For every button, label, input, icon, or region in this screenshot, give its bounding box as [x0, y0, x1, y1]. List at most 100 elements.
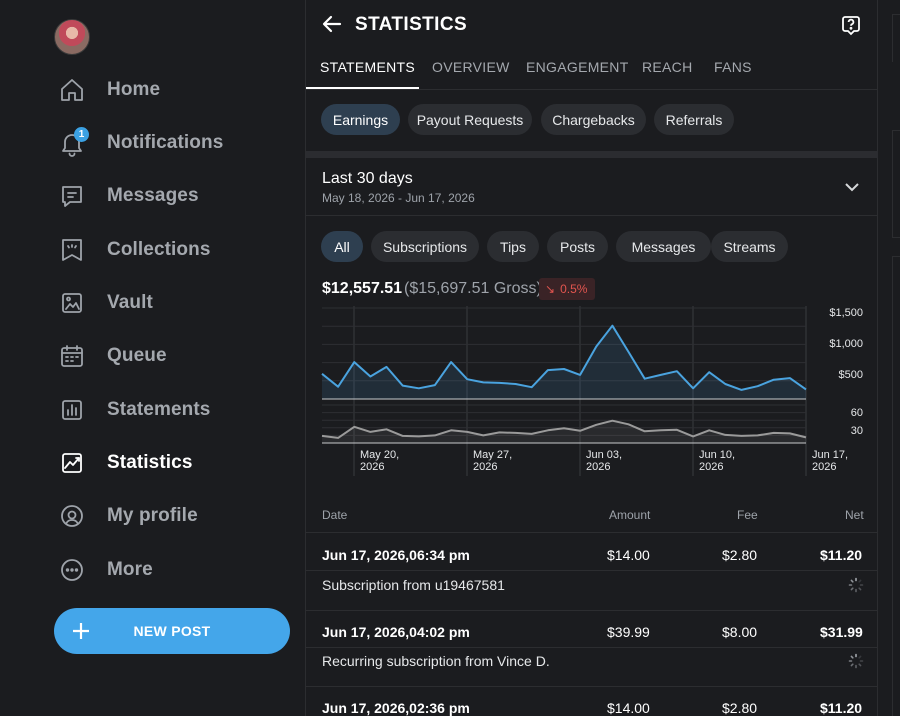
table-row[interactable]: Jun 17, 2026,06:34 pm $14.00 $2.80 $11.2… — [306, 533, 879, 571]
sidebar-item-label: Statistics — [107, 452, 193, 473]
calendar-icon — [56, 340, 88, 372]
header-fee: Fee — [737, 508, 758, 522]
help-button[interactable] — [840, 14, 862, 36]
header: STATISTICS — [306, 0, 879, 52]
change-badge: ↘ 0.5% — [539, 278, 596, 300]
x-tick-label: May 20, — [360, 449, 399, 461]
pending-spinner-icon — [848, 577, 864, 593]
vault-icon — [56, 287, 88, 319]
arrow-left-icon — [322, 15, 342, 33]
count-area — [322, 420, 806, 443]
row-amount: $39.99 — [607, 624, 650, 640]
sidebar-item-messages[interactable]: Messages — [56, 178, 286, 214]
change-value: 0.5% — [560, 282, 588, 296]
avatar[interactable] — [54, 19, 90, 55]
y-tick-label: $500 — [839, 369, 863, 381]
statistics-tabs: STATEMENTS OVERVIEW ENGAGEMENT REACH FAN… — [306, 52, 879, 90]
gross-total: ($15,697.51 Gross) — [404, 280, 542, 297]
sidebar-item-label: Statements — [107, 399, 211, 420]
row-fee: $2.80 — [722, 700, 758, 716]
header-date: Date — [322, 508, 348, 522]
sidebar-item-label: Collections — [107, 239, 211, 260]
message-icon — [56, 180, 88, 212]
y-tick-label: $1,500 — [829, 307, 863, 319]
row-fee: $8.00 — [722, 624, 758, 640]
sidebar-item-label: Queue — [107, 345, 167, 366]
period-selector[interactable]: Last 30 days May 18, 2026 - Jun 17, 2026 — [306, 158, 879, 216]
category-posts[interactable]: Posts — [547, 231, 608, 262]
sidebar-item-my-profile[interactable]: My profile — [56, 498, 286, 534]
table-row[interactable]: Jun 17, 2026,02:36 pm $14.00 $2.80 $11.2… — [306, 686, 879, 716]
row-date: Jun 17, 2026,04:02 pm — [322, 624, 470, 640]
sidebar-item-label: More — [107, 559, 153, 580]
sidebar-item-label: Messages — [107, 185, 199, 206]
sidebar-item-home[interactable]: Home — [56, 72, 286, 108]
row-amount: $14.00 — [607, 700, 650, 716]
period-title: Last 30 days — [322, 170, 413, 187]
x-tick-label: May 27, — [473, 449, 512, 461]
tab-statements[interactable]: STATEMENTS — [320, 59, 416, 75]
category-subscriptions[interactable]: Subscriptions — [371, 231, 479, 262]
plus-icon — [68, 618, 94, 644]
tab-reach[interactable]: REACH — [642, 59, 693, 75]
x-tick-label: 2026 — [360, 461, 384, 473]
bell-icon: 1 — [56, 127, 89, 159]
filter-payout-requests[interactable]: Payout Requests — [408, 104, 532, 135]
y-tick-label: 30 — [851, 425, 863, 437]
row-date: Jun 17, 2026,06:34 pm — [322, 547, 470, 563]
row-amount: $14.00 — [607, 547, 650, 563]
tab-overview[interactable]: OVERVIEW — [432, 59, 510, 75]
help-icon — [842, 16, 860, 36]
sidebar-item-statements[interactable]: Statements — [56, 392, 286, 428]
x-tick-label: 2026 — [699, 461, 723, 473]
filter-chargebacks[interactable]: Chargebacks — [541, 104, 646, 135]
filter-earnings[interactable]: Earnings — [321, 104, 400, 135]
statements-icon — [56, 394, 88, 426]
new-post-button[interactable]: NEW POST — [54, 608, 290, 654]
category-tips[interactable]: Tips — [487, 231, 539, 262]
sidebar-item-collections[interactable]: Collections — [56, 232, 286, 268]
tab-engagement[interactable]: ENGAGEMENT — [526, 59, 629, 75]
row-date: Jun 17, 2026,02:36 pm — [322, 700, 470, 716]
right-panel-edge — [878, 0, 900, 716]
sidebar-item-statistics[interactable]: Statistics — [56, 445, 286, 481]
sidebar-item-notifications[interactable]: 1 Notifications — [56, 125, 286, 161]
y-tick-label: $1,000 — [829, 338, 863, 350]
x-tick-label: 2026 — [586, 461, 610, 473]
back-button[interactable] — [320, 12, 346, 38]
x-tick-label: Jun 17, — [812, 449, 848, 461]
page-title: STATISTICS — [355, 14, 468, 35]
tab-fans[interactable]: FANS — [714, 59, 752, 75]
notification-badge: 1 — [74, 127, 89, 142]
section-divider — [306, 151, 879, 158]
main-panel: STATISTICS STATEMENTS OVERVIEW ENGAGEMEN… — [305, 0, 879, 716]
active-tab-indicator — [306, 87, 419, 89]
table-row-detail: Recurring subscription from Vince D. — [306, 647, 879, 687]
chevron-down-icon — [844, 179, 860, 195]
sidebar-item-label: Vault — [107, 292, 153, 313]
sidebar-item-label: Home — [107, 79, 161, 100]
row-description: Subscription from u19467581 — [322, 577, 505, 593]
sidebar-item-queue[interactable]: Queue — [56, 338, 286, 374]
row-net: $11.20 — [820, 700, 863, 716]
table-row-detail: Subscription from u19467581 — [306, 571, 879, 611]
sidebar-item-vault[interactable]: Vault — [56, 285, 286, 321]
sidebar-item-label: My profile — [107, 505, 198, 526]
amount-line — [321, 324, 807, 391]
row-net: $11.20 — [820, 547, 863, 563]
period-range: May 18, 2026 - Jun 17, 2026 — [322, 191, 475, 205]
profile-icon — [56, 500, 88, 532]
sidebar-item-more[interactable]: More — [56, 552, 286, 588]
row-description: Recurring subscription from Vince D. — [322, 653, 550, 669]
category-all[interactable]: All — [321, 231, 363, 262]
statistics-icon — [56, 447, 88, 479]
count-line — [321, 419, 807, 439]
filter-referrals[interactable]: Referrals — [654, 104, 734, 135]
category-streams[interactable]: Streams — [711, 231, 788, 262]
header-net: Net — [845, 508, 864, 522]
home-icon — [56, 74, 88, 106]
table-header: Date Amount Fee Net — [306, 505, 879, 533]
x-tick-label: 2026 — [812, 461, 836, 473]
category-messages[interactable]: Messages — [616, 231, 711, 262]
table-row[interactable]: Jun 17, 2026,04:02 pm $39.99 $8.00 $31.9… — [306, 610, 879, 648]
